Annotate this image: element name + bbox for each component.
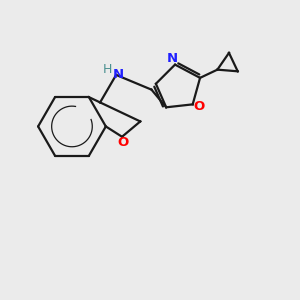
Text: O: O — [193, 100, 204, 113]
Text: N: N — [113, 68, 124, 81]
Text: N: N — [167, 52, 178, 64]
Text: H: H — [103, 62, 112, 76]
Text: O: O — [118, 136, 129, 149]
